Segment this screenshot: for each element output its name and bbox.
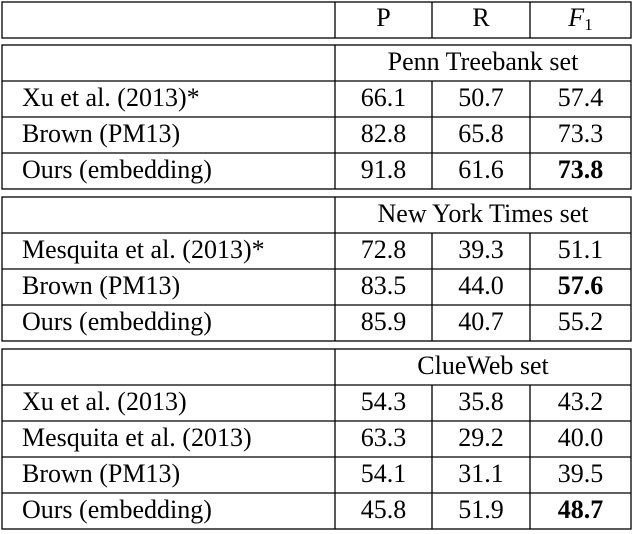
cell-value: 48.7 (558, 495, 604, 524)
row-label: Ours (embedding) (22, 155, 212, 184)
cell-value: 91.8 (361, 155, 407, 184)
column-header: F1 (567, 3, 592, 34)
column-header: P (376, 3, 390, 32)
cell-value: 55.2 (558, 307, 604, 336)
row-label: Ours (embedding) (22, 495, 212, 524)
cell-value: 51.1 (558, 235, 604, 264)
cell-value: 50.7 (458, 83, 504, 112)
cell-value: 43.2 (558, 387, 604, 416)
cell-value: 29.2 (458, 423, 504, 452)
cell-value: 54.1 (361, 459, 407, 488)
cell-value: 73.3 (558, 119, 604, 148)
cell-value: 73.8 (558, 155, 604, 184)
row-label: Xu et al. (2013) (22, 387, 187, 416)
cell-value: 63.3 (361, 423, 407, 452)
row-label: Brown (PM13) (22, 119, 180, 148)
cell-value: 40.7 (458, 307, 504, 336)
row-label: Ours (embedding) (22, 307, 212, 336)
cell-value: 82.8 (361, 119, 407, 148)
cell-value: 44.0 (458, 271, 504, 300)
f1-letter: F (567, 3, 585, 32)
row-label: Mesquita et al. (2013)* (22, 235, 265, 264)
f1-subscript: 1 (584, 15, 593, 34)
table-block (1, 348, 632, 530)
section-title: ClueWeb set (417, 351, 549, 380)
section-title: Penn Treebank set (388, 47, 579, 76)
row-label: Mesquita et al. (2013) (22, 423, 252, 452)
cell-value: 35.8 (458, 387, 504, 416)
row-label: Brown (PM13) (22, 271, 180, 300)
cell-value: 72.8 (361, 235, 407, 264)
cell-value: 54.3 (361, 387, 407, 416)
column-header: R (472, 3, 490, 32)
cell-value: 65.8 (458, 119, 504, 148)
row-label: Brown (PM13) (22, 459, 180, 488)
cell-value: 39.5 (558, 459, 604, 488)
cell-value: 45.8 (361, 495, 407, 524)
section-title: New York Times set (378, 199, 590, 228)
cell-value: 66.1 (361, 83, 407, 112)
cell-value: 85.9 (361, 307, 407, 336)
row-label: Xu et al. (2013)* (22, 83, 200, 112)
cell-value: 61.6 (458, 155, 504, 184)
cell-value: 57.6 (558, 271, 604, 300)
cell-value: 51.9 (458, 495, 504, 524)
cell-value: 40.0 (558, 423, 604, 452)
cell-value: 39.3 (458, 235, 504, 264)
table-block (1, 1, 632, 39)
cell-value: 83.5 (361, 271, 407, 300)
cell-value: 31.1 (458, 459, 504, 488)
cell-value: 57.4 (558, 83, 604, 112)
